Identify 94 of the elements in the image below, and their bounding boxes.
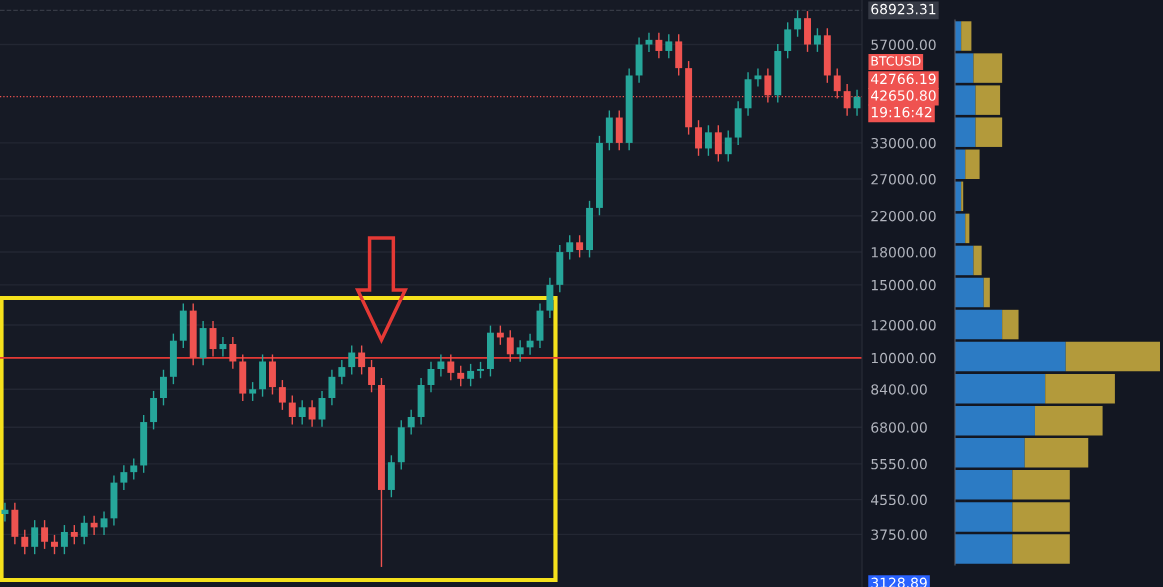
y-tick-label: 33000.00: [871, 137, 936, 149]
bar: [1012, 470, 1070, 500]
candlestick: [348, 344, 356, 376]
bar: [955, 245, 974, 276]
bar: [1012, 534, 1070, 564]
candlestick: [695, 119, 702, 157]
bar: [965, 213, 970, 244]
y-tick-label: 6800.00: [871, 422, 927, 433]
candlestick: [368, 359, 376, 393]
candlestick: [70, 524, 78, 545]
candlestick: [655, 32, 663, 60]
candlestick: [100, 510, 108, 536]
candlestick: [160, 369, 167, 407]
bar: [983, 277, 990, 308]
bar: [1002, 309, 1019, 340]
candlestick: [288, 394, 296, 426]
bar: [1034, 405, 1103, 436]
candlestick: [229, 336, 237, 370]
candlestick: [853, 88, 861, 117]
y-tick-label: 27000.00: [871, 174, 936, 185]
bar: [955, 502, 1013, 532]
candlestick: [219, 336, 227, 358]
candlestick: [665, 33, 673, 60]
ref-line-label: 42650.80: [871, 90, 936, 101]
candlestick: [21, 528, 29, 555]
y-tick-label: 15000.00: [871, 279, 936, 291]
y-tick-label: 8400.00: [871, 384, 927, 395]
bar: [955, 85, 976, 115]
text: 19:16:42: [871, 106, 932, 118]
candlestick: [278, 379, 286, 411]
y-tick-label: 22000.00: [871, 210, 936, 222]
candlestick: [506, 329, 514, 363]
candlestick: [754, 67, 762, 88]
bar: [973, 53, 1003, 83]
bar: [955, 53, 974, 83]
candlestick: [645, 32, 653, 53]
bar: [955, 117, 976, 147]
candlestick: [51, 534, 58, 555]
candlestick: [80, 515, 88, 545]
bar: [955, 309, 1003, 340]
candlestick: [714, 124, 722, 163]
text: BTCUSD: [871, 56, 921, 66]
bar: [975, 85, 1001, 115]
candlestick: [1, 502, 9, 523]
candlestick: [130, 457, 138, 481]
bar: [955, 470, 1013, 500]
bar: [955, 534, 1013, 564]
candlestick: [526, 332, 534, 356]
bar: [955, 341, 1066, 372]
candlestick: [447, 353, 455, 381]
candlestick: [120, 464, 128, 491]
ref-line-label: 68923.31: [871, 3, 936, 15]
bar: [1012, 502, 1070, 532]
bar: [955, 405, 1035, 436]
y-tick-label: 57000.00: [871, 39, 936, 51]
candlestick: [813, 27, 821, 53]
bar: [975, 117, 1003, 147]
candlestick: [516, 339, 524, 363]
bar: [961, 21, 972, 51]
y-tick-label: 12000.00: [871, 320, 936, 331]
bar: [961, 181, 964, 212]
candlestick: [338, 359, 346, 385]
bar: [973, 245, 982, 276]
candlestick: [308, 399, 316, 428]
candlestick: [576, 234, 584, 259]
bar: [1024, 438, 1089, 468]
bar: [955, 277, 984, 308]
candlestick: [407, 409, 415, 436]
candlestick: [60, 524, 68, 555]
candlestick: [41, 519, 49, 550]
text: 42766.19: [871, 73, 936, 85]
bar: [1045, 373, 1115, 404]
candlestick: [249, 381, 257, 402]
candlestick: [566, 234, 574, 261]
candlestick: [467, 363, 475, 387]
candlestick: [784, 21, 792, 60]
candlestick: [724, 129, 732, 163]
bar: [965, 149, 980, 180]
bar: [1065, 341, 1160, 372]
candlestick: [298, 399, 306, 426]
y-tick-label: 4550.00: [871, 494, 927, 506]
candlestick: [437, 353, 445, 378]
y-tick-label: 10000.00: [871, 352, 936, 364]
candlestick: [31, 519, 39, 555]
candlestick: [704, 124, 712, 157]
candlestick: [457, 365, 465, 387]
y-tick-label: 5550.00: [871, 458, 927, 470]
candlestick: [328, 369, 336, 407]
candlestick: [358, 344, 366, 376]
y-tick-label: 18000.00: [871, 247, 936, 258]
bar: [955, 373, 1046, 404]
candlestick: [794, 9, 802, 38]
bar: [955, 438, 1025, 468]
y-tick-label: 3750.00: [871, 529, 927, 540]
